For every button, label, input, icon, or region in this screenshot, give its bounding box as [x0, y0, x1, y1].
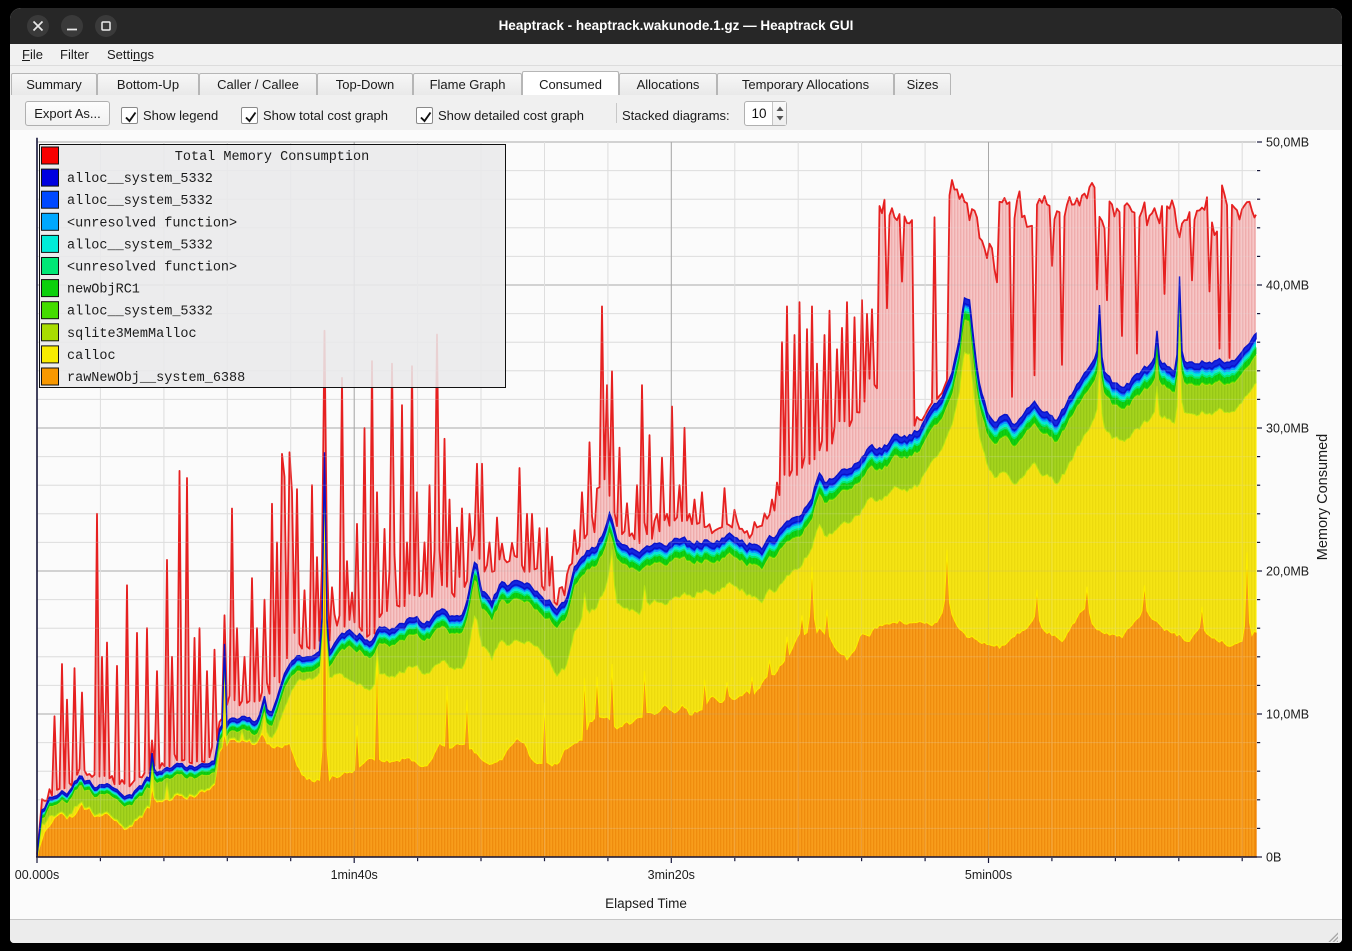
svg-text:10,0MB: 10,0MB — [1266, 708, 1309, 722]
svg-text:Memory Consumed: Memory Consumed — [1315, 434, 1331, 561]
svg-text:alloc__system_5332: alloc__system_5332 — [67, 305, 213, 320]
svg-text:newObjRC1: newObjRC1 — [67, 283, 140, 298]
svg-text:30,0MB: 30,0MB — [1266, 422, 1309, 436]
svg-text:20,0MB: 20,0MB — [1266, 565, 1309, 579]
svg-text:<unresolved function>: <unresolved function> — [67, 261, 237, 276]
svg-text:rawNewObj__system_6388: rawNewObj__system_6388 — [67, 371, 245, 386]
svg-text:00.000s: 00.000s — [15, 868, 59, 882]
svg-text:calloc: calloc — [67, 349, 116, 364]
svg-text:5min00s: 5min00s — [965, 868, 1012, 882]
svg-text:0B: 0B — [1266, 851, 1281, 865]
svg-text:Elapsed Time: Elapsed Time — [605, 896, 687, 911]
svg-text:<unresolved function>: <unresolved function> — [67, 216, 237, 231]
svg-text:sqlite3MemMalloc: sqlite3MemMalloc — [67, 327, 197, 342]
svg-text:Total Memory Consumption: Total Memory Consumption — [175, 150, 369, 165]
svg-text:3min20s: 3min20s — [648, 868, 695, 882]
svg-text:alloc__system_5332: alloc__system_5332 — [67, 172, 213, 187]
svg-text:50,0MB: 50,0MB — [1266, 136, 1309, 150]
svg-text:alloc__system_5332: alloc__system_5332 — [67, 238, 213, 253]
svg-text:alloc__system_5332: alloc__system_5332 — [67, 194, 213, 209]
svg-text:1min40s: 1min40s — [331, 868, 378, 882]
svg-text:40,0MB: 40,0MB — [1266, 279, 1309, 293]
